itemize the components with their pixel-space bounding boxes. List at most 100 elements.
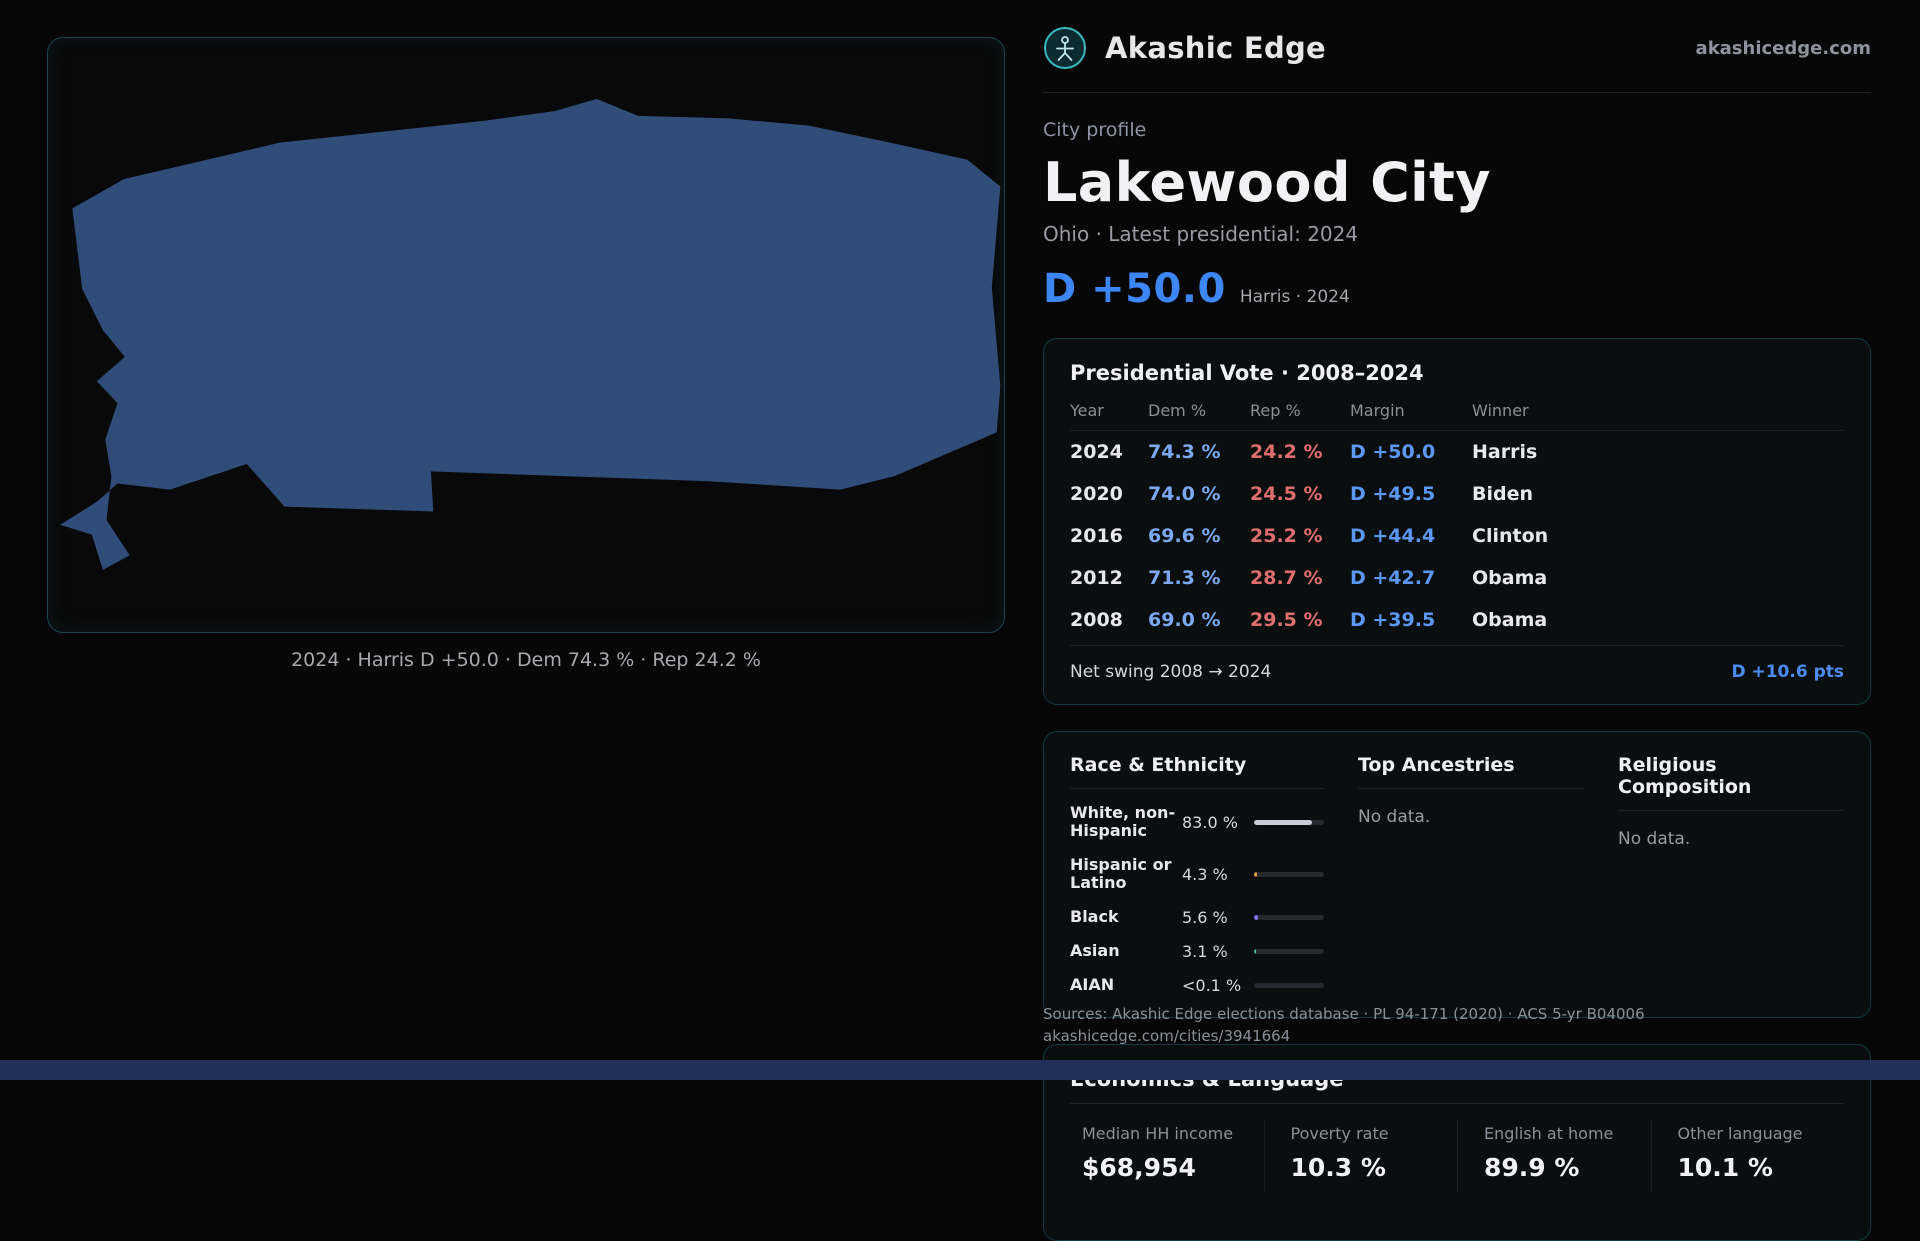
table-row: 2016 69.6 % 25.2 % D +44.4 Clinton [1070, 515, 1844, 557]
city-profile-label: City profile [1043, 119, 1147, 141]
stat-value: $68,954 [1082, 1152, 1196, 1182]
race-row: Hispanic or Latino 4.3 % [1070, 854, 1324, 893]
stat-median-income: Median HH income $68,954 [1070, 1120, 1264, 1192]
net-swing-label: Net swing 2008 → 2024 [1070, 662, 1272, 682]
sources-line: Sources: Akashic Edge elections database… [1043, 1005, 1645, 1023]
col-rep: Rep % [1250, 397, 1350, 431]
margin-cell: D +44.4 [1350, 525, 1436, 547]
race-bar-track [1254, 914, 1324, 920]
city-map-shape [60, 98, 1001, 570]
race-bar-fill [1254, 819, 1313, 825]
dem-cell: 74.0 % [1148, 483, 1221, 505]
brand-domain-link[interactable]: akashicedge.com [1695, 37, 1871, 59]
table-row: 2012 71.3 % 28.7 % D +42.7 Obama [1070, 557, 1844, 599]
header: Akashic Edge akashicedge.com [1043, 26, 1871, 93]
rep-cell: 24.5 % [1250, 483, 1323, 505]
race-row: White, non-Hispanic 83.0 % [1070, 803, 1324, 841]
rep-cell: 24.2 % [1250, 441, 1323, 463]
race-bar-track [1254, 982, 1324, 988]
dem-cell: 71.3 % [1148, 567, 1221, 589]
akashic-edge-logo [1043, 26, 1087, 70]
col-year: Year [1070, 397, 1148, 431]
stat-value: 89.9 % [1484, 1152, 1580, 1182]
winner-cell: Obama [1472, 567, 1548, 589]
demographics-card: Race & Ethnicity White, non-Hispanic 83.… [1043, 731, 1871, 1018]
margin-cell: D +42.7 [1350, 567, 1436, 589]
race-value: 83.0 % [1182, 812, 1238, 832]
race-bar-track [1254, 871, 1324, 877]
religion-title: Religious Composition [1618, 754, 1844, 811]
religion-no-data: No data. [1618, 829, 1691, 849]
rep-cell: 25.2 % [1250, 525, 1323, 547]
race-value: <0.1 % [1182, 975, 1242, 995]
year-cell: 2024 [1070, 441, 1123, 463]
stat-value: 10.1 % [1677, 1152, 1773, 1182]
map-column: 2024 · Harris D +50.0 · Dem 74.3 % · Rep… [0, 0, 1007, 1080]
stat-other-language: Other language 10.1 % [1650, 1119, 1845, 1192]
map-caption: 2024 · Harris D +50.0 · Dem 74.3 % · Rep… [291, 649, 761, 671]
dem-cell: 69.6 % [1148, 525, 1221, 547]
stat-poverty-rate: Poverty rate 10.3 % [1263, 1119, 1458, 1192]
stat-english-at-home: English at home 89.9 % [1457, 1119, 1651, 1192]
race-label: Hispanic or Latino [1070, 854, 1172, 893]
year-cell: 2016 [1070, 525, 1123, 547]
rep-cell: 28.7 % [1250, 567, 1323, 589]
race-row: Asian 3.1 % [1070, 940, 1324, 961]
margin-cell: D +50.0 [1350, 441, 1436, 463]
headline-margin: D +50.0 [1043, 266, 1226, 312]
city-map-panel [47, 37, 1005, 633]
dem-cell: 69.0 % [1148, 609, 1221, 631]
race-bar-fill [1254, 914, 1258, 920]
economics-stats: Median HH income $68,954 Poverty rate 10… [1070, 1119, 1845, 1192]
bottom-bar [0, 1060, 1920, 1080]
col-margin: Margin [1350, 397, 1472, 431]
stat-label: English at home [1484, 1123, 1614, 1143]
race-row: AIAN <0.1 % [1070, 974, 1324, 995]
race-bar-track [1254, 819, 1324, 825]
race-value: 3.1 % [1182, 941, 1228, 961]
brand: Akashic Edge [1043, 26, 1326, 70]
page: 2024 · Harris D +50.0 · Dem 74.3 % · Rep… [0, 0, 1871, 1241]
vote-card-title: Presidential Vote · 2008–2024 [1070, 361, 1424, 385]
top-ancestries-section: Top Ancestries No data. [1358, 754, 1584, 995]
stat-label: Other language [1677, 1123, 1803, 1143]
city-subtitle: Ohio · Latest presidential: 2024 [1043, 222, 1359, 246]
rep-cell: 29.5 % [1250, 609, 1323, 631]
year-cell: 2012 [1070, 567, 1123, 589]
col-winner: Winner [1472, 397, 1844, 431]
race-title: Race & Ethnicity [1070, 754, 1324, 789]
race-bar-track [1254, 948, 1324, 954]
table-row: 2008 69.0 % 29.5 % D +39.5 Obama [1070, 599, 1844, 641]
permalink-link[interactable]: akashicedge.com/cities/3941664 [1043, 1026, 1291, 1045]
winner-cell: Obama [1472, 609, 1548, 631]
stat-label: Poverty rate [1290, 1123, 1389, 1143]
winner-cell: Harris [1472, 441, 1538, 463]
race-row: Black 5.6 % [1070, 907, 1324, 927]
vote-table: Year Dem % Rep % Margin Winner 2024 74.3… [1070, 397, 1844, 641]
sources-note: Sources: Akashic Edge elections database… [1043, 1004, 1645, 1048]
stat-value: 10.3 % [1290, 1152, 1386, 1182]
race-label: Asian [1070, 940, 1120, 960]
ancestries-title: Top Ancestries [1358, 754, 1584, 789]
winner-cell: Biden [1472, 483, 1534, 505]
race-value: 5.6 % [1182, 907, 1228, 927]
net-swing-value: D +10.6 pts [1731, 662, 1844, 682]
table-row: 2024 74.3 % 24.2 % D +50.0 Harris [1070, 431, 1844, 474]
race-bar-fill [1254, 871, 1257, 877]
year-cell: 2020 [1070, 483, 1123, 505]
religious-composition-section: Religious Composition No data. [1618, 754, 1844, 995]
race-label: White, non-Hispanic [1070, 803, 1176, 841]
margin-cell: D +39.5 [1350, 609, 1436, 631]
presidential-vote-card: Presidential Vote · 2008–2024 Year Dem %… [1043, 338, 1871, 705]
race-bar-fill [1254, 948, 1257, 954]
brand-name: Akashic Edge [1105, 31, 1327, 65]
table-row: 2020 74.0 % 24.5 % D +49.5 Biden [1070, 473, 1844, 515]
headline-note: Harris · 2024 [1239, 287, 1350, 307]
city-map-svg [60, 98, 1001, 570]
vote-table-header: Year Dem % Rep % Margin Winner [1070, 397, 1844, 431]
race-label: AIAN [1070, 974, 1115, 994]
stat-label: Median HH income [1082, 1123, 1234, 1143]
headline: D +50.0 Harris · 2024 [1043, 266, 1871, 312]
year-cell: 2008 [1070, 609, 1123, 631]
race-value: 4.3 % [1182, 864, 1228, 884]
